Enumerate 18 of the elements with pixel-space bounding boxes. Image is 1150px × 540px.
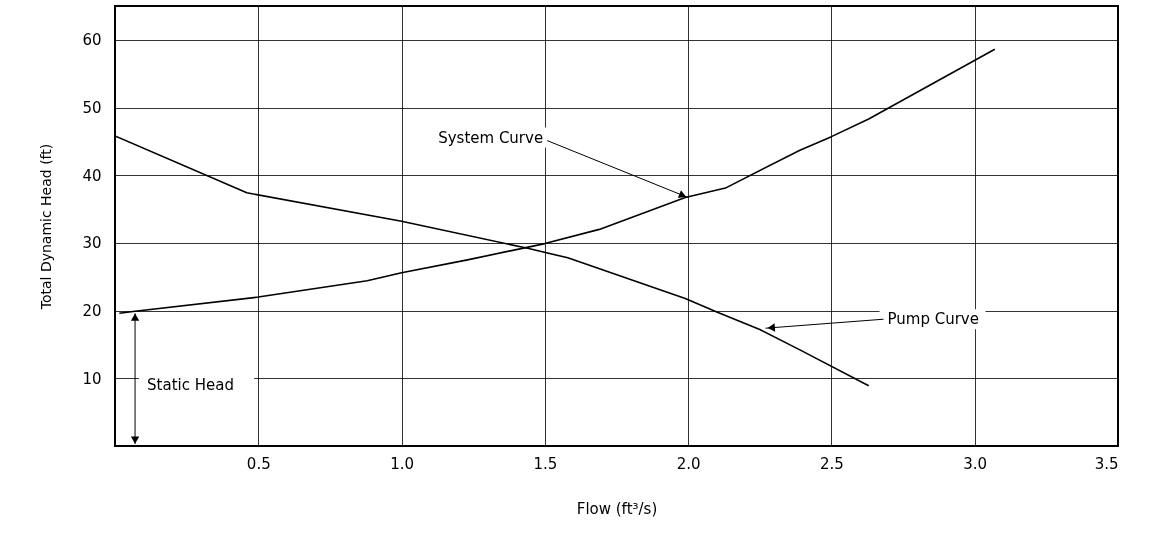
x-tick-label: 2.0 [676,454,701,473]
y-axis-title: Total Dynamic Head (ft) [38,143,55,311]
x-tick-label: 1.0 [390,454,414,473]
annotation: System Curve [438,128,544,147]
y-tick-label: 30 [82,234,102,253]
annotation: Static Head [147,375,234,394]
x-tick-label: 3.5 [1094,454,1119,473]
x-tick-label: 2.5 [820,454,844,473]
x-axis-title: Flow (ft³/s) [576,499,658,518]
annotation: Pump Curve [887,310,979,329]
x-tick-label: 0.5 [246,454,271,473]
y-tick-label: 20 [82,302,102,321]
y-tick-label: 10 [82,369,102,388]
y-tick-label: 50 [82,99,102,118]
x-tick-label: 1.5 [533,454,558,473]
y-tick-label: 40 [82,166,102,185]
x-tick-label: 3.0 [963,454,988,473]
y-tick-label: 60 [82,31,102,50]
